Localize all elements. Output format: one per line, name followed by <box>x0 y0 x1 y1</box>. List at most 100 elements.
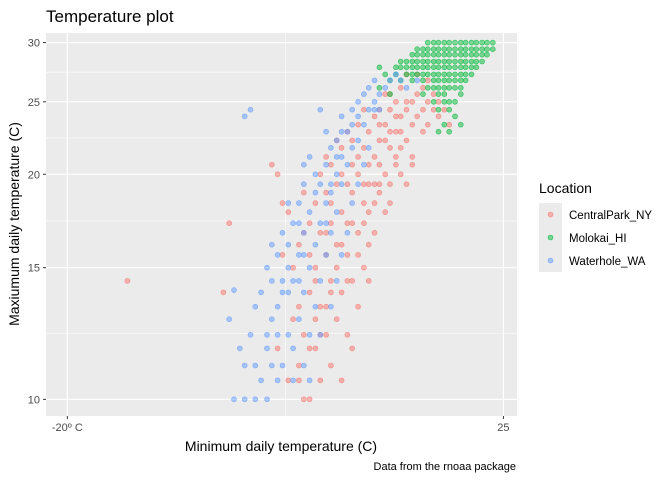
data-point <box>312 345 319 352</box>
x-tick-label: 25 <box>497 422 509 434</box>
data-point <box>338 181 345 187</box>
data-point <box>296 316 302 323</box>
data-point <box>328 362 334 369</box>
data-point <box>226 220 232 226</box>
data-point <box>371 99 378 105</box>
data-point <box>268 316 275 323</box>
data-point <box>479 39 485 46</box>
data-point <box>420 85 426 91</box>
data-point <box>452 99 458 105</box>
y-axis-title: Maxiumum daily temperature (C) <box>6 122 22 326</box>
data-point <box>290 377 296 384</box>
data-point <box>452 85 458 91</box>
data-point <box>333 316 340 323</box>
data-point <box>446 51 453 58</box>
data-point <box>317 171 324 178</box>
data-point <box>365 128 372 135</box>
data-point <box>361 145 367 151</box>
data-point <box>247 106 254 113</box>
data-point <box>231 396 237 403</box>
data-point <box>457 91 464 97</box>
data-point <box>328 303 334 310</box>
data-point <box>489 39 496 46</box>
data-point <box>430 99 437 105</box>
data-point <box>393 71 399 78</box>
data-point <box>382 171 389 178</box>
data-point <box>468 64 475 71</box>
data-point <box>441 77 448 84</box>
data-point <box>349 345 356 352</box>
data-point <box>376 85 383 91</box>
data-point <box>462 71 469 78</box>
data-point <box>317 303 324 310</box>
data-point <box>312 303 319 310</box>
data-point <box>312 200 319 206</box>
data-point <box>382 85 389 91</box>
data-point <box>333 209 340 215</box>
data-point <box>397 145 404 151</box>
legend-label: CentralPark_NY <box>569 210 652 222</box>
data-point <box>338 252 345 258</box>
data-point <box>296 252 302 258</box>
data-point <box>371 77 378 84</box>
data-point <box>446 77 453 84</box>
data-point <box>300 396 307 403</box>
data-point <box>452 77 458 84</box>
data-point <box>382 71 389 78</box>
data-point <box>446 121 453 128</box>
data-point <box>452 46 458 53</box>
data-point <box>403 58 410 65</box>
data-point <box>409 77 416 84</box>
data-point <box>446 71 453 78</box>
data-point <box>338 154 345 160</box>
data-point <box>430 58 437 65</box>
data-point <box>328 161 334 168</box>
data-point <box>424 39 431 46</box>
data-point <box>279 362 286 369</box>
data-point <box>220 289 227 296</box>
legend-title: Location <box>539 180 592 196</box>
data-point <box>382 91 389 97</box>
data-point <box>473 58 480 65</box>
data-point <box>376 64 383 71</box>
data-point <box>355 171 361 178</box>
data-point <box>349 137 356 144</box>
data-point <box>446 99 453 105</box>
data-point <box>441 91 448 97</box>
data-point <box>349 189 356 196</box>
data-point <box>252 362 259 369</box>
data-point <box>446 106 453 113</box>
data-point <box>376 181 383 187</box>
data-point <box>409 154 416 160</box>
data-point <box>355 99 361 105</box>
data-point <box>457 51 464 58</box>
y-tick-label: 20 <box>28 169 40 181</box>
x-axis-title: Minimum daily temperature (C) <box>185 438 377 454</box>
data-point <box>365 106 372 113</box>
data-point <box>323 331 329 338</box>
data-point <box>296 200 302 206</box>
data-point <box>446 85 453 91</box>
data-point <box>430 71 437 78</box>
data-point <box>274 377 281 384</box>
data-point <box>296 362 302 369</box>
data-point <box>355 181 361 187</box>
data-point <box>333 241 340 248</box>
data-point <box>435 91 442 97</box>
data-point <box>452 58 458 65</box>
data-point <box>274 331 281 338</box>
data-point <box>430 51 437 58</box>
data-point <box>420 58 426 65</box>
data-point <box>300 189 307 196</box>
data-point <box>424 99 431 105</box>
data-point <box>397 128 404 135</box>
data-point <box>312 278 319 284</box>
data-point <box>312 189 319 196</box>
data-point <box>333 154 340 160</box>
data-point <box>241 396 248 403</box>
x-axis: -20º C 25 <box>52 416 510 434</box>
data-point <box>365 181 372 187</box>
data-point <box>420 128 426 135</box>
data-point <box>397 64 404 71</box>
data-point <box>361 181 367 187</box>
